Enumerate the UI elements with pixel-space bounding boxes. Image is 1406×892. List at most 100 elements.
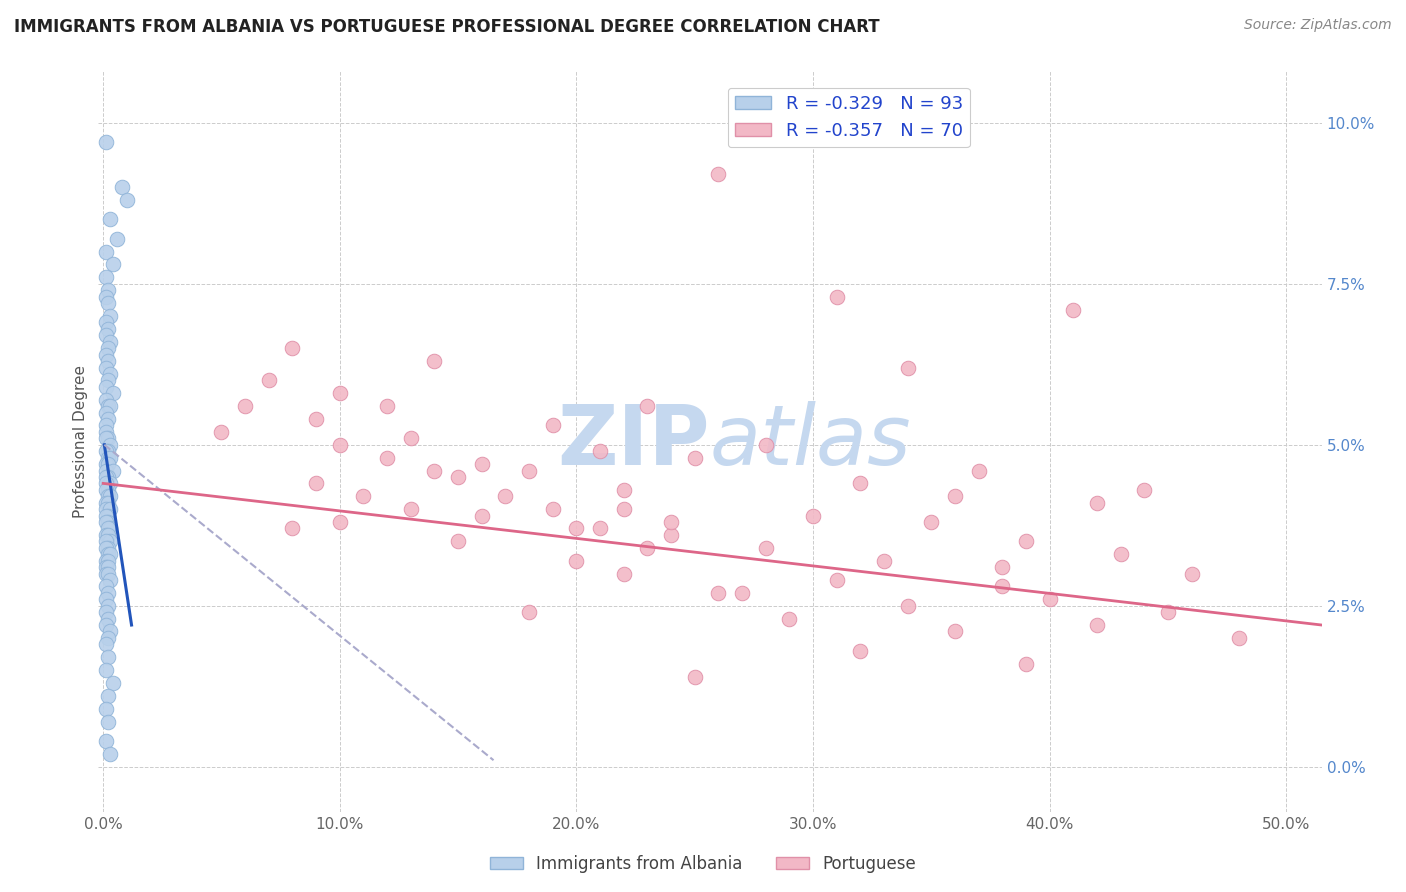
Point <box>98 450 121 465</box>
Point <box>94 734 117 748</box>
Point <box>329 386 352 401</box>
Point <box>97 611 120 625</box>
Point <box>94 406 117 420</box>
Legend: R = -0.329   N = 93, R = -0.357   N = 70: R = -0.329 N = 93, R = -0.357 N = 70 <box>728 87 970 147</box>
Point <box>97 508 120 523</box>
Point <box>683 450 706 465</box>
Text: Source: ZipAtlas.com: Source: ZipAtlas.com <box>1244 18 1392 32</box>
Point <box>1227 631 1250 645</box>
Point <box>97 450 120 465</box>
Point <box>94 463 117 477</box>
Point <box>101 463 124 477</box>
Point <box>849 644 872 658</box>
Point <box>94 290 117 304</box>
Point <box>94 135 117 149</box>
Point <box>97 586 120 600</box>
Point <box>97 521 120 535</box>
Point <box>97 528 120 542</box>
Point <box>98 399 121 413</box>
Point <box>97 470 120 484</box>
Point <box>94 496 117 510</box>
Point <box>97 714 120 729</box>
Point <box>97 554 120 568</box>
Point <box>1109 547 1132 561</box>
Point <box>659 528 682 542</box>
Point <box>423 354 446 368</box>
Point <box>375 399 398 413</box>
Point <box>1015 657 1038 671</box>
Point <box>94 508 117 523</box>
Point <box>97 496 120 510</box>
Point <box>94 566 117 581</box>
Point <box>375 450 398 465</box>
Point <box>636 541 658 555</box>
Point <box>94 457 117 471</box>
Point <box>281 341 304 355</box>
Point <box>94 541 117 555</box>
Legend: Immigrants from Albania, Portuguese: Immigrants from Albania, Portuguese <box>482 848 924 880</box>
Text: ZIP: ZIP <box>558 401 710 482</box>
Point <box>94 444 117 458</box>
Point <box>98 367 121 381</box>
Point <box>94 618 117 632</box>
Point <box>97 341 120 355</box>
Point <box>98 489 121 503</box>
Point <box>1157 605 1180 619</box>
Point <box>920 515 942 529</box>
Point <box>1180 566 1202 581</box>
Point <box>943 489 966 503</box>
Point <box>97 483 120 497</box>
Point <box>97 412 120 426</box>
Point <box>97 566 120 581</box>
Point <box>94 476 117 491</box>
Point <box>1085 618 1108 632</box>
Point <box>97 399 120 413</box>
Point <box>399 502 422 516</box>
Point <box>943 624 966 639</box>
Point <box>97 373 120 387</box>
Point <box>565 521 588 535</box>
Point <box>101 258 124 272</box>
Point <box>211 425 233 439</box>
Point <box>541 502 564 516</box>
Point <box>849 476 872 491</box>
Point <box>94 528 117 542</box>
Point <box>94 534 117 549</box>
Point <box>98 521 121 535</box>
Point <box>329 515 352 529</box>
Point <box>98 547 121 561</box>
Point <box>94 380 117 394</box>
Point <box>471 508 494 523</box>
Y-axis label: Professional Degree: Professional Degree <box>73 365 89 518</box>
Point <box>94 431 117 445</box>
Point <box>97 283 120 297</box>
Text: IMMIGRANTS FROM ALBANIA VS PORTUGUESE PROFESSIONAL DEGREE CORRELATION CHART: IMMIGRANTS FROM ALBANIA VS PORTUGUESE PR… <box>14 18 880 36</box>
Point <box>94 554 117 568</box>
Point <box>97 489 120 503</box>
Point <box>97 541 120 555</box>
Point <box>98 212 121 227</box>
Point <box>447 470 470 484</box>
Point <box>517 605 540 619</box>
Point <box>115 193 138 207</box>
Point <box>991 560 1014 574</box>
Point <box>98 309 121 323</box>
Point <box>329 438 352 452</box>
Point <box>94 515 117 529</box>
Point <box>94 244 117 259</box>
Point <box>97 322 120 336</box>
Point <box>1038 592 1060 607</box>
Point <box>97 431 120 445</box>
Point <box>98 624 121 639</box>
Point <box>94 418 117 433</box>
Point <box>683 669 706 683</box>
Point <box>731 586 754 600</box>
Point <box>967 463 990 477</box>
Point <box>613 566 636 581</box>
Point <box>97 631 120 645</box>
Point <box>98 476 121 491</box>
Point <box>659 515 682 529</box>
Point <box>98 334 121 349</box>
Point <box>94 605 117 619</box>
Point <box>755 438 778 452</box>
